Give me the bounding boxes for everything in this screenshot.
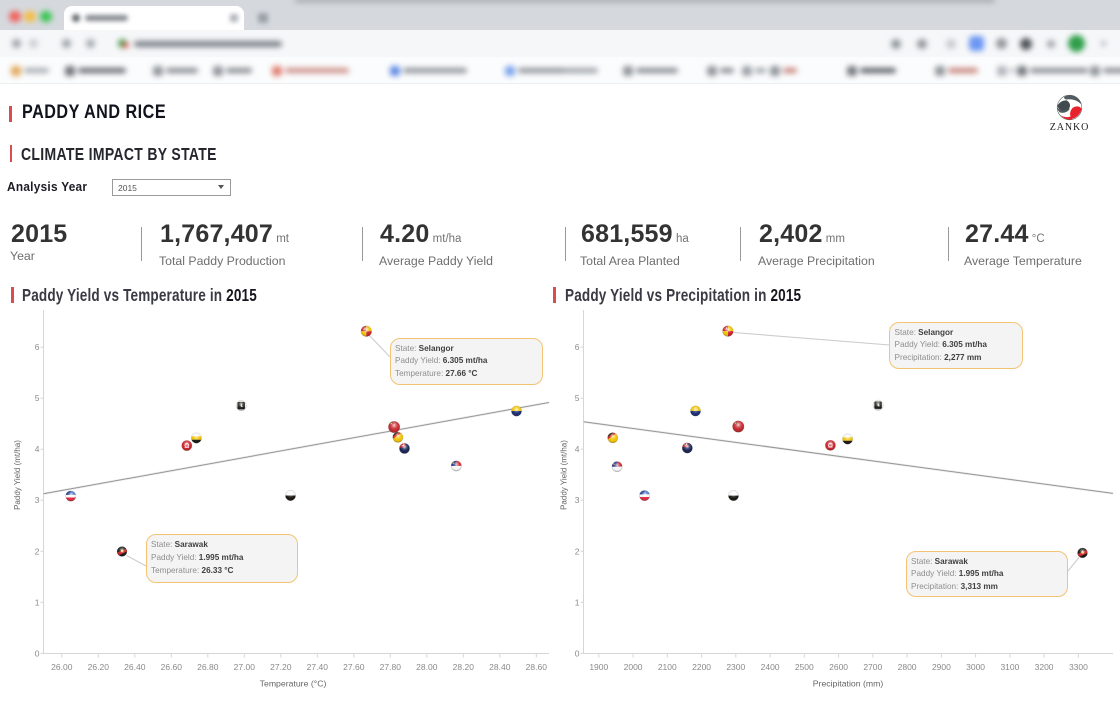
svg-text:3100: 3100 xyxy=(1000,662,1019,672)
svg-text:27.80: 27.80 xyxy=(380,662,402,672)
svg-text:Precipitation (mm): Precipitation (mm) xyxy=(813,679,884,689)
svg-text:2700: 2700 xyxy=(863,662,882,672)
svg-text:6: 6 xyxy=(575,342,580,352)
svg-text:2500: 2500 xyxy=(795,662,814,672)
svg-text:Paddy Yield (mt/ha): Paddy Yield (mt/ha) xyxy=(560,440,569,510)
svg-text:0: 0 xyxy=(575,648,580,658)
svg-text:27.40: 27.40 xyxy=(307,662,329,672)
svg-text:Paddy Yield (mt/ha): Paddy Yield (mt/ha) xyxy=(13,440,22,510)
svg-text:2300: 2300 xyxy=(726,662,745,672)
svg-text:2800: 2800 xyxy=(898,662,917,672)
svg-text:27.00: 27.00 xyxy=(234,662,256,672)
svg-text:1900: 1900 xyxy=(589,662,608,672)
svg-text:26.00: 26.00 xyxy=(51,662,73,672)
svg-text:26.40: 26.40 xyxy=(124,662,146,672)
svg-text:28.00: 28.00 xyxy=(416,662,438,672)
svg-text:3: 3 xyxy=(575,495,580,505)
svg-text:26.80: 26.80 xyxy=(197,662,219,672)
svg-text:6: 6 xyxy=(35,342,40,352)
svg-text:0: 0 xyxy=(35,648,40,658)
svg-text:27.60: 27.60 xyxy=(343,662,365,672)
svg-text:3300: 3300 xyxy=(1069,662,1088,672)
svg-text:5: 5 xyxy=(35,393,40,403)
svg-text:4: 4 xyxy=(35,444,40,454)
svg-text:28.60: 28.60 xyxy=(526,662,548,672)
svg-text:2600: 2600 xyxy=(829,662,848,672)
svg-text:27.20: 27.20 xyxy=(270,662,292,672)
svg-text:28.40: 28.40 xyxy=(489,662,511,672)
svg-text:5: 5 xyxy=(575,393,580,403)
svg-text:Temperature (°C): Temperature (°C) xyxy=(260,679,327,689)
svg-text:2900: 2900 xyxy=(932,662,951,672)
svg-text:3: 3 xyxy=(35,495,40,505)
svg-text:ZANKO: ZANKO xyxy=(1050,122,1090,133)
svg-text:26.20: 26.20 xyxy=(88,662,110,672)
svg-text:2000: 2000 xyxy=(624,662,643,672)
svg-text:28.20: 28.20 xyxy=(453,662,475,672)
svg-text:2: 2 xyxy=(35,546,40,556)
svg-text:2: 2 xyxy=(575,546,580,556)
svg-text:3000: 3000 xyxy=(966,662,985,672)
svg-text:4: 4 xyxy=(575,444,580,454)
svg-text:2100: 2100 xyxy=(658,662,677,672)
svg-text:26.60: 26.60 xyxy=(161,662,183,672)
svg-text:2400: 2400 xyxy=(761,662,780,672)
svg-text:3200: 3200 xyxy=(1035,662,1054,672)
svg-text:1: 1 xyxy=(35,597,40,607)
svg-text:2200: 2200 xyxy=(692,662,711,672)
svg-text:1: 1 xyxy=(575,597,580,607)
